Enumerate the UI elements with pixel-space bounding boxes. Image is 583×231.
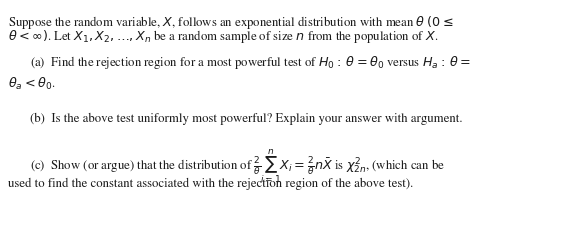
Text: (a)  Find the rejection region for a most powerful test of $H_0:\: \theta = \the: (a) Find the rejection region for a most… (30, 54, 471, 71)
Text: used to find the constant associated with the rejection region of the above test: used to find the constant associated wit… (8, 177, 413, 189)
Text: Suppose the random variable, $X$, follows an exponential distribution with mean : Suppose the random variable, $X$, follow… (8, 14, 454, 31)
Text: (b)  Is the above test uniformly most powerful? Explain your answer with argumen: (b) Is the above test uniformly most pow… (30, 112, 462, 125)
Text: $\theta_a < \theta_0$.: $\theta_a < \theta_0$. (8, 76, 55, 92)
Text: (c)  Show (or argue) that the distribution of $\frac{2}{\theta}\sum_{i=1}^{n} X_: (c) Show (or argue) that the distributio… (30, 146, 445, 184)
Text: $\theta < \infty)$. Let $X_1, X_2, \ldots, X_n$ be a random sample of size $n$ f: $\theta < \infty)$. Let $X_1, X_2, \ldot… (8, 28, 438, 45)
